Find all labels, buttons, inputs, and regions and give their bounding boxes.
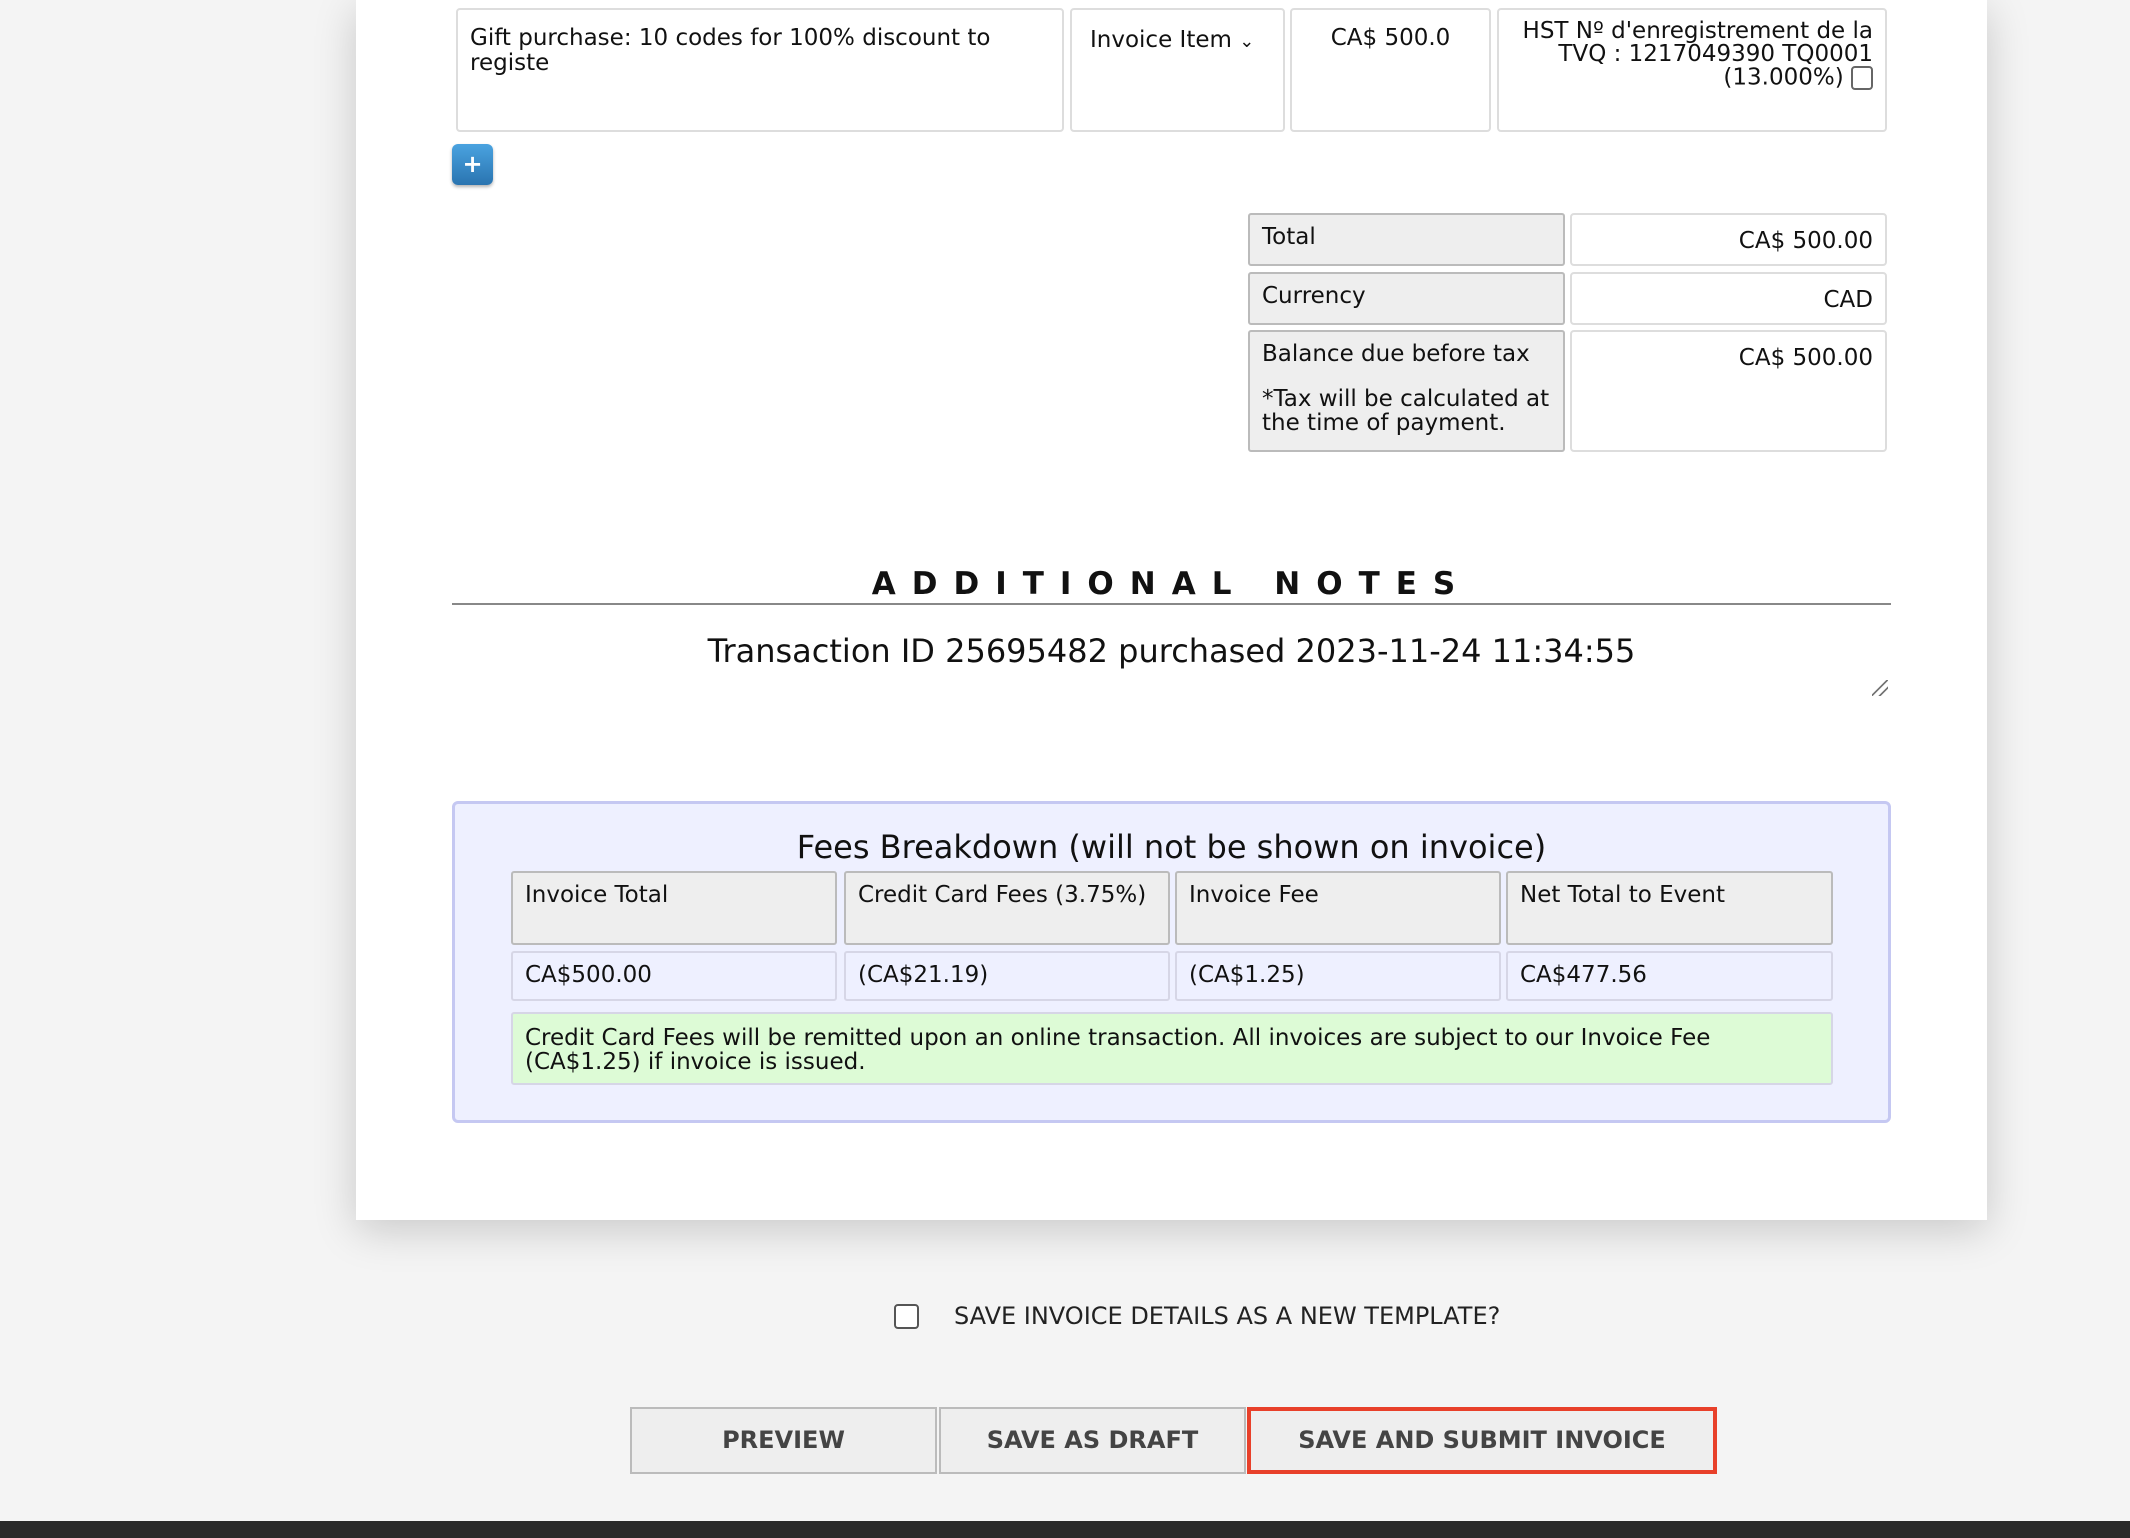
tax-note: *Tax will be calculated at the time of p… bbox=[1262, 386, 1550, 437]
balance-label: Balance due before tax *Tax will be calc… bbox=[1248, 330, 1565, 452]
fees-header: Invoice Total bbox=[511, 871, 837, 945]
chevron-down-icon: ⌄ bbox=[1239, 31, 1255, 52]
add-line-item-button[interactable]: + bbox=[452, 144, 493, 185]
notes-text: Transaction ID 25695482 purchased 2023-1… bbox=[707, 632, 1636, 670]
tax-label-line: HST Nº d'enregistrement de la bbox=[1522, 18, 1873, 44]
total-value: CA$ 500.00 bbox=[1570, 213, 1887, 266]
tax-label-line: TVQ : 1217049390 TQ0001 bbox=[1558, 41, 1873, 67]
divider bbox=[452, 603, 1891, 605]
amount-input[interactable]: CA$ 500.0 bbox=[1290, 8, 1491, 132]
currency-value: CAD bbox=[1570, 272, 1887, 325]
tax-rate: (13.000%) bbox=[1723, 64, 1844, 91]
save-as-draft-button[interactable]: SAVE AS DRAFT bbox=[939, 1407, 1246, 1474]
fees-value: (CA$21.19) bbox=[844, 951, 1170, 1001]
fees-title: Fees Breakdown (will not be shown on inv… bbox=[796, 828, 1547, 866]
fees-value: CA$477.56 bbox=[1506, 951, 1833, 1001]
preview-button[interactable]: PREVIEW bbox=[630, 1407, 937, 1474]
total-label: Total bbox=[1248, 213, 1565, 266]
tax-cell: HST Nº d'enregistrement de la TVQ : 1217… bbox=[1497, 8, 1887, 132]
balance-label-text: Balance due before tax bbox=[1262, 341, 1530, 367]
balance-value: CA$ 500.00 bbox=[1570, 330, 1887, 452]
save-template-label: SAVE INVOICE DETAILS AS A NEW TEMPLATE? bbox=[954, 1302, 1501, 1330]
description-input[interactable]: Gift purchase: 10 codes for 100% discoun… bbox=[456, 8, 1064, 132]
footer-bar bbox=[0, 1521, 2130, 1538]
item-type-select[interactable]: Invoice Item ⌄ bbox=[1070, 8, 1285, 132]
fees-header: Net Total to Event bbox=[1506, 871, 1833, 945]
tax-checkbox[interactable] bbox=[1851, 66, 1873, 90]
fees-value: CA$500.00 bbox=[511, 951, 837, 1001]
save-template-checkbox[interactable] bbox=[894, 1304, 919, 1329]
resize-handle-icon[interactable] bbox=[1872, 680, 1888, 696]
amount-value: CA$ 500.0 bbox=[1330, 25, 1451, 51]
fees-header: Credit Card Fees (3.75%) bbox=[844, 871, 1170, 945]
description-text: Gift purchase: 10 codes for 100% discoun… bbox=[470, 25, 991, 77]
fees-header: Invoice Fee bbox=[1175, 871, 1501, 945]
additional-notes-heading: ADDITIONAL NOTES bbox=[871, 566, 1472, 602]
item-type-value: Invoice Item bbox=[1090, 27, 1232, 53]
fees-notice: Credit Card Fees will be remitted upon a… bbox=[511, 1012, 1833, 1085]
currency-label: Currency bbox=[1248, 272, 1565, 325]
fees-value: (CA$1.25) bbox=[1175, 951, 1501, 1001]
notes-textarea[interactable]: Transaction ID 25695482 purchased 2023-1… bbox=[452, 632, 1891, 670]
save-and-submit-button[interactable]: SAVE AND SUBMIT INVOICE bbox=[1247, 1407, 1717, 1474]
